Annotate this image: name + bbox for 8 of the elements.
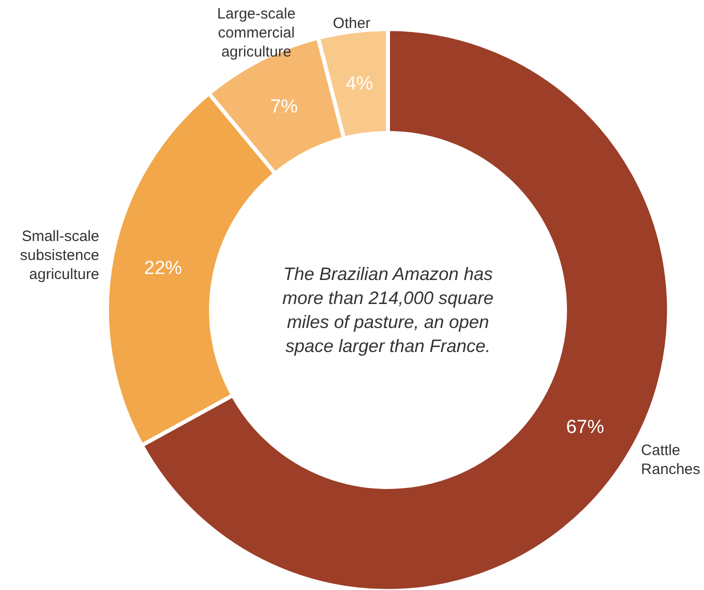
text: The Brazilian Amazon has more than 214,000 square miles of pasture, an open space larger than France. <box>282 264 494 356</box>
data-label: 7% <box>270 96 298 118</box>
slice-label: Other <box>332 15 370 32</box>
data-label: 4% <box>346 73 374 94</box>
slice-label: Cattle Ranches <box>641 442 700 478</box>
slice-label: Small-scale subsistence agriculture <box>20 228 100 283</box>
data-label: 22% <box>144 258 182 279</box>
data-label: 67% <box>566 417 604 438</box>
